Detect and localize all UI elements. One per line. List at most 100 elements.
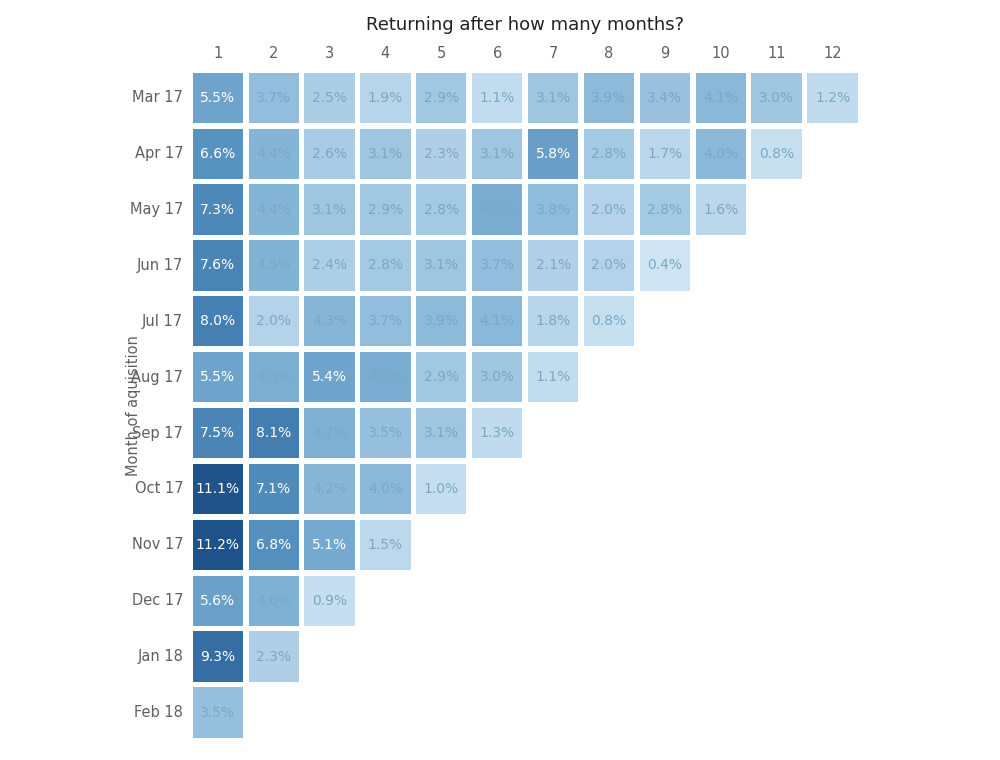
Text: 4.0%: 4.0%	[368, 482, 403, 496]
Text: 1.1%: 1.1%	[480, 90, 515, 105]
Bar	[640, 128, 690, 179]
Bar	[249, 352, 299, 402]
Bar	[472, 352, 522, 402]
Text: 8.1%: 8.1%	[256, 426, 291, 440]
Text: 3.1%: 3.1%	[424, 426, 459, 440]
Text: 9: 9	[660, 46, 669, 62]
Text: 7.3%: 7.3%	[200, 203, 235, 217]
Text: 3.1%: 3.1%	[424, 258, 459, 272]
Text: 11.1%: 11.1%	[196, 482, 240, 496]
Text: 2.0%: 2.0%	[591, 203, 626, 217]
Text: Jul 17: Jul 17	[142, 314, 183, 329]
Text: 3.7%: 3.7%	[480, 258, 515, 272]
Text: 2.9%: 2.9%	[424, 90, 459, 105]
Text: 5.4%: 5.4%	[312, 370, 347, 385]
Bar	[249, 464, 299, 514]
Text: 3: 3	[325, 46, 334, 62]
Bar	[304, 520, 355, 570]
Text: 5.1%: 5.1%	[312, 538, 347, 552]
Bar	[416, 408, 466, 458]
Bar	[360, 296, 411, 347]
Text: 2.9%: 2.9%	[368, 203, 403, 217]
Text: 3.0%: 3.0%	[480, 370, 515, 385]
Text: 3.9%: 3.9%	[591, 90, 627, 105]
Bar	[304, 296, 355, 347]
Bar	[304, 128, 355, 179]
Bar	[640, 185, 690, 235]
Text: 2.6%: 2.6%	[312, 147, 347, 160]
Text: 2.1%: 2.1%	[536, 258, 571, 272]
Bar	[304, 408, 355, 458]
Bar	[696, 73, 746, 123]
Text: 3.1%: 3.1%	[480, 147, 515, 160]
Text: 3.8%: 3.8%	[536, 203, 571, 217]
Bar	[807, 73, 858, 123]
Bar	[249, 240, 299, 290]
Text: 0.4%: 0.4%	[647, 258, 682, 272]
Text: 4: 4	[381, 46, 390, 62]
Text: 1.2%: 1.2%	[815, 90, 850, 105]
Text: 0.8%: 0.8%	[591, 315, 627, 328]
Text: Mar 17: Mar 17	[132, 90, 183, 106]
Bar	[416, 185, 466, 235]
Text: 7.5%: 7.5%	[200, 426, 235, 440]
Text: 5: 5	[437, 46, 446, 62]
Text: 9.3%: 9.3%	[200, 650, 235, 663]
Text: 4.7%: 4.7%	[312, 426, 347, 440]
Bar	[360, 408, 411, 458]
Text: 7.1%: 7.1%	[256, 482, 291, 496]
Bar	[416, 352, 466, 402]
Text: 5.6%: 5.6%	[200, 594, 235, 608]
Bar	[304, 185, 355, 235]
Bar	[193, 352, 243, 402]
Bar	[640, 73, 690, 123]
Bar	[193, 73, 243, 123]
Bar	[751, 128, 802, 179]
Bar	[193, 240, 243, 290]
Text: 4.1%: 4.1%	[480, 315, 515, 328]
Text: 1.1%: 1.1%	[535, 370, 571, 385]
Bar	[416, 73, 466, 123]
Text: 1.8%: 1.8%	[535, 315, 571, 328]
Text: Apr 17: Apr 17	[135, 146, 183, 161]
Text: 7.6%: 7.6%	[200, 258, 235, 272]
Bar	[416, 240, 466, 290]
Text: 3.4%: 3.4%	[647, 90, 682, 105]
Text: Sep 17: Sep 17	[132, 426, 183, 441]
Text: 11: 11	[767, 46, 786, 62]
Text: 4.9%: 4.9%	[480, 203, 515, 217]
Bar	[528, 296, 578, 347]
Bar	[584, 296, 634, 347]
Text: 2: 2	[269, 46, 278, 62]
Text: 8: 8	[604, 46, 614, 62]
Text: 3.5%: 3.5%	[200, 705, 235, 720]
Text: 2.8%: 2.8%	[591, 147, 627, 160]
Text: Returning after how many months?: Returning after how many months?	[366, 15, 684, 33]
Bar	[528, 128, 578, 179]
Bar	[584, 128, 634, 179]
Bar	[472, 185, 522, 235]
Text: 5.5%: 5.5%	[200, 370, 235, 385]
Bar	[304, 73, 355, 123]
Text: 1: 1	[213, 46, 222, 62]
Text: 3.0%: 3.0%	[759, 90, 794, 105]
Text: Dec 17: Dec 17	[132, 594, 183, 608]
Bar	[528, 73, 578, 123]
Text: 1.5%: 1.5%	[368, 538, 403, 552]
Text: Month of aquisition: Month of aquisition	[126, 334, 141, 476]
Text: 2.9%: 2.9%	[424, 370, 459, 385]
Bar	[528, 185, 578, 235]
Bar	[304, 240, 355, 290]
Bar	[193, 185, 243, 235]
Bar	[249, 73, 299, 123]
Bar	[249, 408, 299, 458]
Text: 4.0%: 4.0%	[703, 147, 738, 160]
Text: 12: 12	[823, 46, 842, 62]
Text: 3.7%: 3.7%	[256, 90, 291, 105]
Bar	[472, 240, 522, 290]
Text: 2.3%: 2.3%	[424, 147, 459, 160]
Text: Nov 17: Nov 17	[132, 537, 183, 553]
Bar	[584, 73, 634, 123]
Bar	[193, 408, 243, 458]
Bar	[360, 73, 411, 123]
